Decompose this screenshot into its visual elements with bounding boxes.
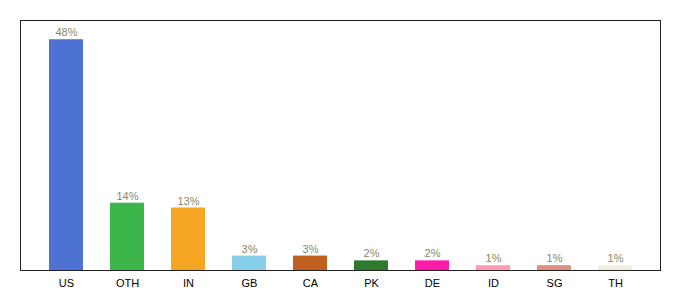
svg-text:1%: 1%	[547, 252, 563, 264]
svg-text:1%: 1%	[608, 252, 624, 264]
svg-text:DE: DE	[425, 277, 440, 289]
svg-text:1%: 1%	[486, 252, 502, 264]
svg-text:48%: 48%	[55, 26, 77, 38]
svg-text:US: US	[59, 277, 74, 289]
svg-text:PK: PK	[364, 277, 379, 289]
svg-text:ID: ID	[488, 277, 499, 289]
svg-text:13%: 13%	[177, 195, 199, 207]
svg-text:2%: 2%	[425, 247, 441, 259]
svg-text:2%: 2%	[364, 247, 380, 259]
svg-text:3%: 3%	[242, 243, 258, 255]
svg-text:SG: SG	[547, 277, 563, 289]
svg-text:GB: GB	[242, 277, 258, 289]
svg-text:CA: CA	[303, 277, 319, 289]
svg-text:14%: 14%	[116, 190, 138, 202]
svg-text:TH: TH	[608, 277, 623, 289]
svg-text:OTH: OTH	[116, 277, 139, 289]
svg-text:IN: IN	[183, 277, 194, 289]
svg-text:3%: 3%	[303, 243, 319, 255]
